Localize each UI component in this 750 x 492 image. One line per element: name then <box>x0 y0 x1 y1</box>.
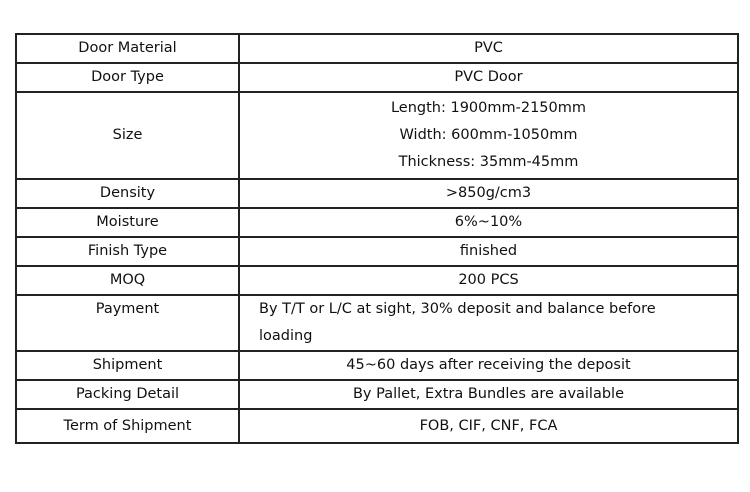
row-label: MOQ <box>15 265 240 296</box>
row-label: Term of Shipment <box>15 408 240 444</box>
row-label: Finish Type <box>15 236 240 267</box>
row-value: 6%~10% <box>238 207 739 238</box>
table-row: Door Type PVC Door <box>15 62 739 93</box>
row-value: PVC <box>238 33 739 64</box>
table-row: Term of Shipment FOB, CIF, CNF, FCA <box>15 408 739 444</box>
row-label: Packing Detail <box>15 379 240 410</box>
table-row: Door Material PVC <box>15 33 739 64</box>
row-value: By T/T or L/C at sight, 30% deposit and … <box>238 294 739 352</box>
payment-line: loading <box>259 328 313 344</box>
row-value: >850g/cm3 <box>238 178 739 209</box>
row-value: 200 PCS <box>238 265 739 296</box>
product-spec-table: Door Material PVC Door Type PVC Door Size … <box>15 33 739 444</box>
table-row: Moisture 6%~10% <box>15 207 739 238</box>
table-row: Packing Detail By Pallet, Extra Bundles a… <box>15 379 739 410</box>
table-row: Size Length: 1900mm-2150mm Width: 600mm-… <box>15 91 739 180</box>
row-label: Shipment <box>15 350 240 381</box>
size-width: Width: 600mm-1050mm <box>399 127 578 143</box>
row-label: Density <box>15 178 240 209</box>
payment-line: By T/T or L/C at sight, 30% deposit and … <box>259 301 656 317</box>
row-label: Payment <box>15 294 240 352</box>
table-row: Finish Type finished <box>15 236 739 267</box>
size-thickness: Thickness: 35mm-45mm <box>398 154 579 170</box>
row-label: Moisture <box>15 207 240 238</box>
table-row: Shipment 45~60 days after receiving the d… <box>15 350 739 381</box>
row-label: Size <box>15 91 240 180</box>
row-value: 45~60 days after receiving the deposit <box>238 350 739 381</box>
table-row: MOQ 200 PCS <box>15 265 739 296</box>
row-value: PVC Door <box>238 62 739 93</box>
table-row: Payment By T/T or L/C at sight, 30% depo… <box>15 294 739 352</box>
table-row: Density >850g/cm3 <box>15 178 739 209</box>
row-value: FOB, CIF, CNF, FCA <box>238 408 739 444</box>
row-label: Door Material <box>15 33 240 64</box>
row-value: Length: 1900mm-2150mm Width: 600mm-1050m… <box>238 91 739 180</box>
size-length: Length: 1900mm-2150mm <box>390 100 587 116</box>
row-value: By Pallet, Extra Bundles are available <box>238 379 739 410</box>
row-value: finished <box>238 236 739 267</box>
row-label: Door Type <box>15 62 240 93</box>
